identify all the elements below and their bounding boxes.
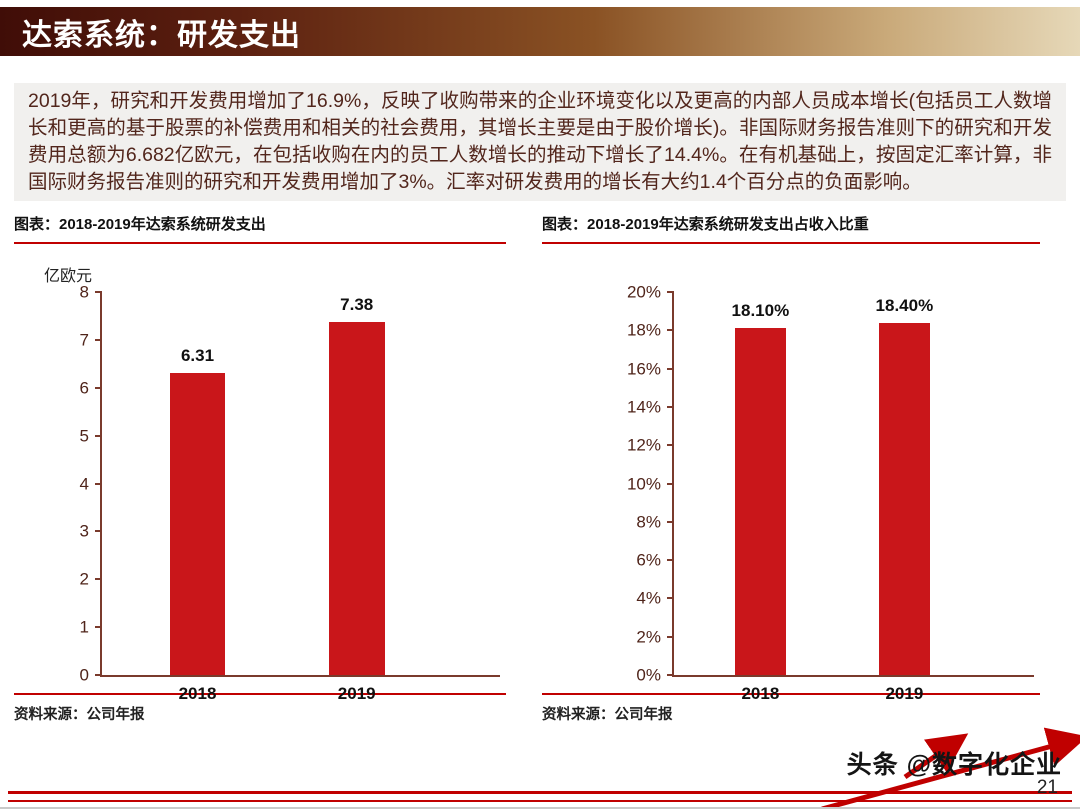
y-tick-label: 16% bbox=[626, 359, 661, 379]
y-tick-mark bbox=[667, 559, 674, 562]
y-tick-label: 0% bbox=[636, 665, 661, 685]
x-category-label: 2018 bbox=[741, 684, 780, 703]
y-tick-mark bbox=[667, 482, 674, 485]
bar-value-label: 18.40% bbox=[875, 295, 934, 315]
divider bbox=[14, 242, 506, 244]
y-tick-mark bbox=[95, 434, 102, 437]
title-banner: 达索系统：研发支出 bbox=[0, 7, 1080, 56]
y-tick-label: 18% bbox=[626, 320, 661, 340]
y-tick-mark bbox=[667, 444, 674, 447]
y-tick-label: 2% bbox=[636, 627, 661, 647]
x-category-label: 2019 bbox=[885, 684, 924, 703]
y-tick-label: 4 bbox=[79, 474, 89, 493]
y-tick-mark bbox=[95, 530, 102, 533]
page-number: 21 bbox=[1036, 777, 1058, 798]
divider bbox=[8, 791, 1072, 794]
y-tick-mark bbox=[667, 405, 674, 408]
y-tick-mark bbox=[667, 291, 674, 293]
bar-chart-plot: 0 1 2 3 4 5 6 7 8 6.31 2018 7.38 2019 bbox=[80, 284, 500, 703]
y-tick-mark bbox=[95, 291, 102, 293]
y-tick-mark bbox=[667, 367, 674, 370]
y-tick-label: 6% bbox=[636, 550, 661, 570]
y-tick-label: 0 bbox=[79, 665, 89, 685]
bar-value-label: 6.31 bbox=[180, 345, 215, 365]
y-tick-label: 5 bbox=[79, 426, 89, 446]
source-note: 资料来源：公司年报 bbox=[14, 693, 506, 724]
y-tick-mark bbox=[95, 626, 102, 629]
y-tick-label: 3 bbox=[79, 521, 89, 541]
bar bbox=[328, 321, 385, 675]
y-tick-label: 8% bbox=[636, 512, 661, 532]
y-tick-mark bbox=[95, 386, 102, 389]
y-axis-unit-label bbox=[542, 244, 1040, 292]
y-tick-label: 6 bbox=[79, 378, 89, 398]
y-axis-unit-label: 亿欧元 bbox=[44, 268, 93, 285]
source-note: 资料来源：公司年报 bbox=[542, 693, 1040, 724]
charts-row: 图表：2018-2019年达索系统研发支出 亿欧元 0 1 2 3 4 5 6 7 8 6.31 2… bbox=[14, 213, 1066, 724]
y-tick-label: 12% bbox=[626, 435, 661, 455]
y-tick-mark bbox=[95, 482, 102, 485]
divider bbox=[0, 807, 1080, 809]
y-tick-label: 2 bbox=[79, 569, 89, 589]
summary-paragraph: 2019年，研究和开发费用增加了16.9%，反映了收购带来的企业环境变化以及更高… bbox=[14, 83, 1066, 201]
y-tick-mark bbox=[667, 329, 674, 332]
y-tick-label: 10% bbox=[626, 474, 661, 493]
bar-chart-plot: 0% 2% 4% 6% 8% 10% 12% 14% 16% 18% 20% 18.10% 2018 18… bbox=[627, 284, 1034, 703]
chart-title: 图表：2018-2019年达索系统研发支出占收入比重 bbox=[542, 216, 869, 233]
y-tick-label: 8 bbox=[79, 282, 89, 302]
divider bbox=[8, 800, 1072, 802]
bar bbox=[169, 372, 226, 675]
y-tick-mark bbox=[667, 520, 674, 523]
watermark: 头条 @数字化企业 bbox=[846, 751, 1062, 779]
y-tick-label: 20% bbox=[626, 282, 661, 302]
divider bbox=[542, 242, 1040, 244]
bar-value-label: 18.10% bbox=[731, 301, 790, 321]
y-tick-label: 14% bbox=[626, 397, 661, 417]
x-category-label: 2019 bbox=[337, 684, 376, 703]
bar-value-label: 7.38 bbox=[340, 294, 374, 314]
bar bbox=[735, 328, 786, 675]
y-tick-label: 4% bbox=[636, 588, 661, 608]
page-title: 达索系统：研发支出 bbox=[22, 18, 301, 52]
y-tick-mark bbox=[95, 674, 102, 676]
chart-rd-spending: 图表：2018-2019年达索系统研发支出 亿欧元 0 1 2 3 4 5 6 7 8 6.31 2… bbox=[14, 213, 506, 724]
y-tick-mark bbox=[667, 635, 674, 638]
y-tick-mark bbox=[667, 597, 674, 600]
y-tick-mark bbox=[667, 674, 674, 676]
y-tick-label: 7 bbox=[79, 330, 89, 350]
x-category-label: 2018 bbox=[178, 684, 217, 703]
y-tick-mark bbox=[95, 578, 102, 581]
bar bbox=[879, 322, 930, 675]
chart-rd-spending-ratio: 图表：2018-2019年达索系统研发支出占收入比重 0% 2% 4% 6% 8% 10%… bbox=[542, 213, 1040, 724]
y-tick-label: 1 bbox=[79, 617, 89, 637]
chart-title: 图表：2018-2019年达索系统研发支出 bbox=[14, 216, 266, 233]
y-tick-mark bbox=[95, 338, 102, 341]
